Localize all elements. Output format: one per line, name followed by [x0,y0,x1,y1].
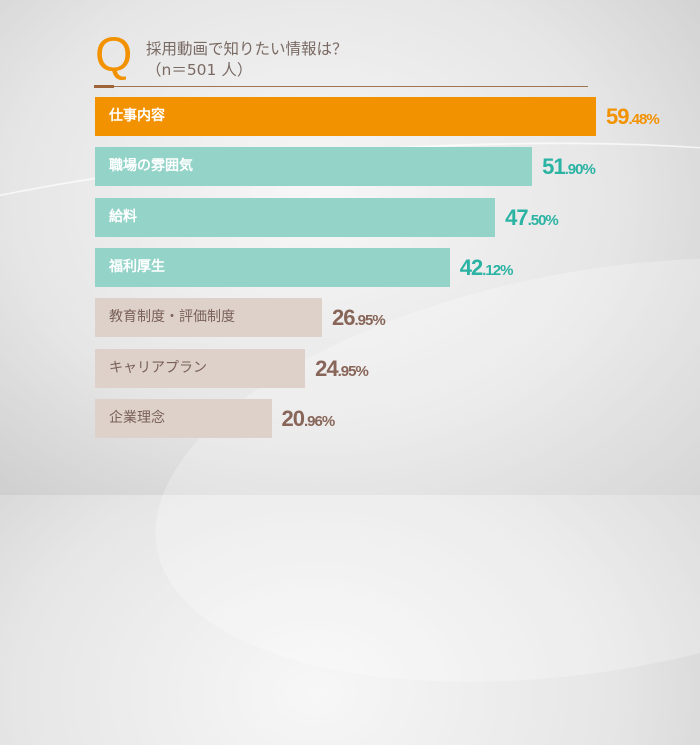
value-decimal: .48% [628,111,659,128]
q-letter: Q [95,29,133,82]
bar: キャリアプラン [95,348,306,388]
value-integer: 59 [606,104,630,129]
value-integer: 26 [331,305,356,331]
title-rule [114,86,588,87]
bar: 福利厚生 [95,247,450,287]
category-label: 職場の雰囲気 [109,158,193,175]
value-decimal: .95% [354,312,385,330]
category-label: 企業理念 [109,409,165,426]
bar: 職場の雰囲気 [95,147,533,187]
category-label: 仕事内容 [109,108,165,124]
question-text: 採用動画で知りたい情報は？ [146,40,348,58]
bar: 教育制度・評価制度 [95,298,322,338]
value-label: 26.95% [331,298,386,337]
value-decimal: .12% [482,261,513,279]
chart-title: 採用動画で知りたい情報は？ （n＝501 人） [146,39,348,81]
sample-size: （n＝501 人） [146,61,253,79]
value-integer: 47 [505,204,529,230]
value-label: 42.12% [459,248,514,287]
bar-chart: 仕事内容 59.48% 職場の雰囲気 51.90% 給料 47.50% 福利厚生 42.12%… [95,97,660,438]
value-label: 51.90% [542,147,596,186]
value-label: 59.48% [606,97,660,136]
bar: 給料 [95,197,496,237]
value-label: 24.95% [315,349,369,388]
bar: 仕事内容 [95,97,596,136]
value-decimal: .96% [304,412,335,430]
bar: 企業理念 [95,398,272,438]
value-integer: 20 [281,405,306,431]
value-label: 20.96% [281,399,336,438]
q-underline [94,85,114,88]
value-integer: 42 [459,254,484,280]
value-integer: 24 [315,355,339,381]
value-decimal: .95% [337,362,369,380]
value-decimal: .90% [564,161,596,179]
value-label: 47.50% [505,198,559,237]
value-integer: 51 [542,154,566,180]
category-label: キャリアプラン [109,359,207,376]
value-decimal: .50% [527,211,559,229]
category-label: 福利厚生 [109,258,165,275]
category-label: 給料 [109,208,137,225]
category-label: 教育制度・評価制度 [109,309,235,326]
